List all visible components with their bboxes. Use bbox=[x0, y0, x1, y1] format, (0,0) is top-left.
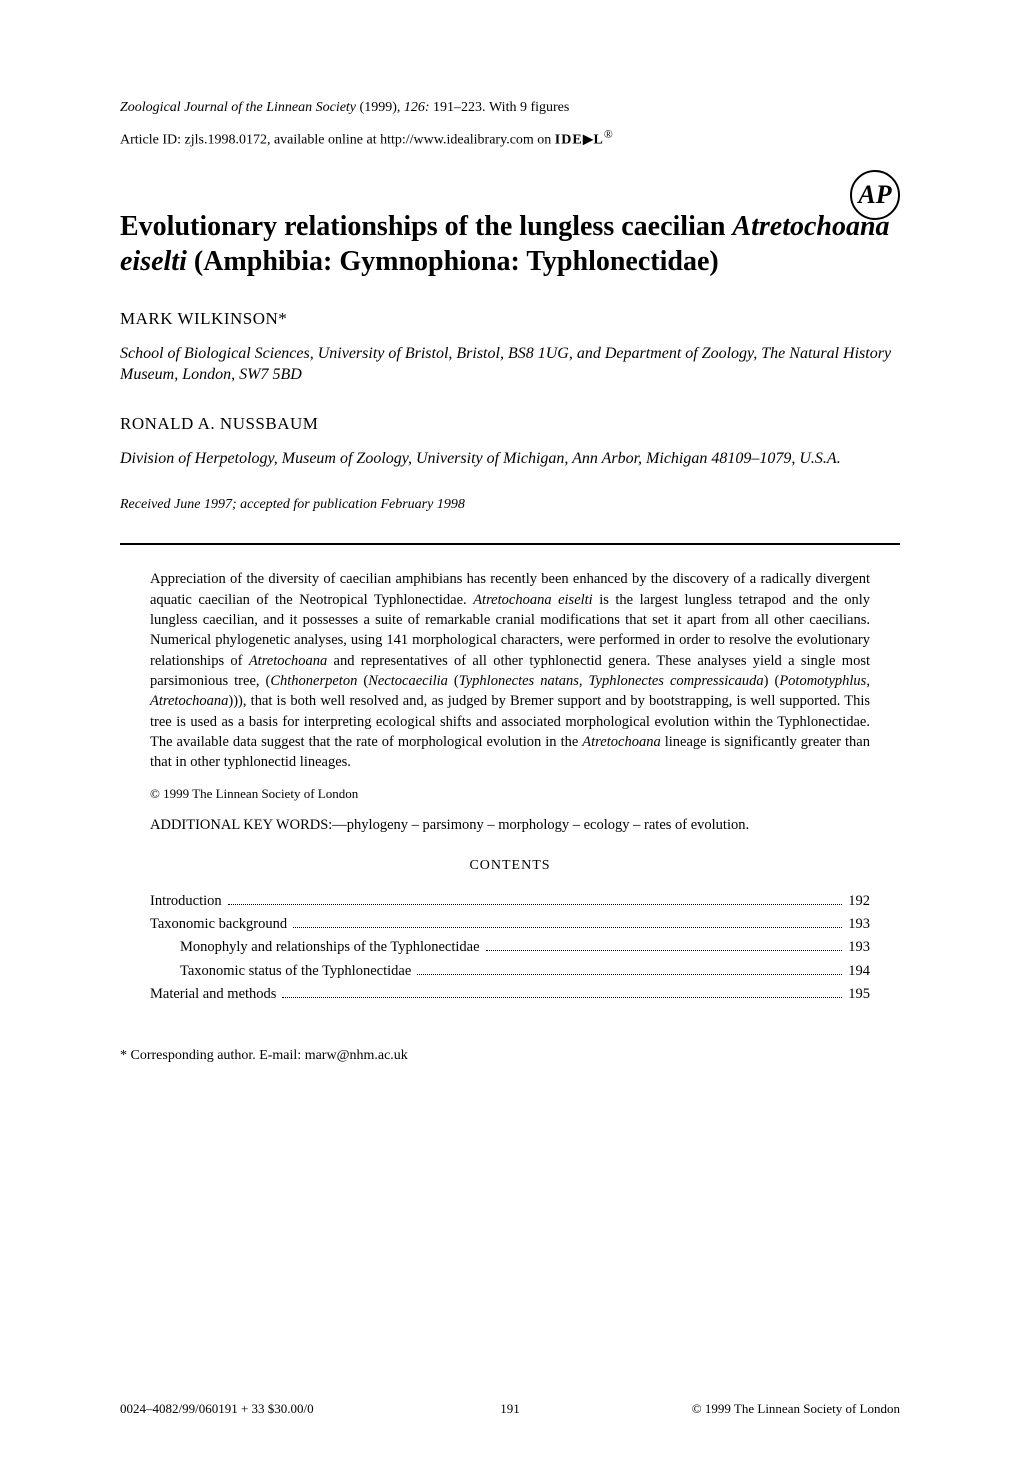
author-2-name: RONALD A. NUSSBAUM bbox=[120, 414, 900, 434]
journal-header: Zoological Journal of the Linnean Societ… bbox=[120, 100, 900, 116]
ideal-logo-text: IDE bbox=[555, 133, 583, 148]
footer-left: 0024–4082/99/060191 + 33 $30.00/0 bbox=[120, 1401, 314, 1417]
page-number: 191 bbox=[500, 1401, 520, 1417]
abstract-s7: Potomotyphlus bbox=[779, 673, 866, 689]
journal-figs: With 9 figures bbox=[489, 100, 569, 115]
abstract-t6: , bbox=[579, 673, 589, 689]
toc-page: 194 bbox=[848, 960, 870, 983]
author-1-name: MARK WILKINSON* bbox=[120, 309, 900, 329]
toc-page: 195 bbox=[848, 983, 870, 1006]
toc-page: 193 bbox=[848, 913, 870, 936]
toc-dots bbox=[293, 927, 842, 928]
abstract-s2: Atretochoana bbox=[249, 653, 327, 669]
toc-row: Taxonomic background 193 bbox=[150, 913, 870, 936]
article-id-line: Article ID: zjls.1998.0172, available on… bbox=[120, 128, 900, 149]
author-1-affiliation: School of Biological Sciences, Universit… bbox=[120, 343, 900, 386]
registered-mark: ® bbox=[604, 128, 613, 141]
abstract: Appreciation of the diversity of caecili… bbox=[120, 569, 900, 772]
abstract-t4: ( bbox=[357, 673, 368, 689]
journal-volume: 126: bbox=[404, 100, 430, 115]
toc-row: Material and methods 195 bbox=[150, 983, 870, 1006]
horizontal-rule bbox=[120, 543, 900, 545]
toc-dots bbox=[417, 974, 842, 975]
journal-name: Zoological Journal of the Linnean Societ… bbox=[120, 100, 356, 115]
page-footer: 0024–4082/99/060191 + 33 $30.00/0 191 © … bbox=[120, 1401, 900, 1417]
title-part1: Evolutionary relationships of the lungle… bbox=[120, 211, 732, 242]
toc-page: 192 bbox=[848, 890, 870, 913]
toc-dots bbox=[228, 904, 843, 905]
toc-row: Monophyly and relationships of the Typhl… bbox=[150, 936, 870, 959]
abstract-s4: Nectocaecilia bbox=[368, 673, 448, 689]
journal-year: (1999), bbox=[360, 100, 401, 115]
toc-label: Introduction bbox=[150, 890, 222, 913]
abstract-s3: Chthonerpeton bbox=[270, 673, 357, 689]
title-part2: (Amphibia: Gymnophiona: Typhlonectidae) bbox=[187, 246, 719, 277]
abstract-t7: ) ( bbox=[764, 673, 780, 689]
received-line: Received June 1997; accepted for publica… bbox=[120, 497, 900, 513]
abstract-copyright: © 1999 The Linnean Society of London bbox=[120, 786, 900, 802]
toc-label: Taxonomic background bbox=[150, 913, 287, 936]
abstract-s6: Typhlonectes compressicauda bbox=[589, 673, 764, 689]
abstract-t8: , bbox=[866, 673, 870, 689]
article-title: Evolutionary relationships of the lungle… bbox=[120, 209, 900, 279]
abstract-s5: Typhlonectes natans bbox=[459, 673, 579, 689]
footer-right: © 1999 The Linnean Society of London bbox=[692, 1401, 900, 1417]
toc-row: Introduction 192 bbox=[150, 890, 870, 913]
abstract-s8: Atretochoana bbox=[150, 693, 228, 709]
toc-page: 193 bbox=[848, 936, 870, 959]
ideal-logo-l: L bbox=[593, 133, 603, 148]
abstract-s1: Atretochoana eiselti bbox=[473, 592, 593, 608]
toc-label: Monophyly and relationships of the Typhl… bbox=[150, 936, 480, 959]
ideal-logo-arrow: ▶ bbox=[583, 133, 594, 148]
toc-label: Material and methods bbox=[150, 983, 276, 1006]
author-2-affiliation: Division of Herpetology, Museum of Zoolo… bbox=[120, 448, 900, 470]
contents-heading: CONTENTS bbox=[120, 858, 900, 874]
table-of-contents: Introduction 192 Taxonomic background 19… bbox=[120, 890, 900, 1006]
journal-pages: 191–223. bbox=[433, 100, 486, 115]
toc-dots bbox=[282, 997, 842, 998]
abstract-t5: ( bbox=[448, 673, 459, 689]
toc-label: Taxonomic status of the Typhlonectidae bbox=[150, 960, 411, 983]
ap-logo-text: AP bbox=[858, 180, 891, 210]
ap-logo: AP bbox=[850, 170, 900, 220]
keywords: ADDITIONAL KEY WORDS:—phylogeny – parsim… bbox=[120, 816, 900, 836]
toc-dots bbox=[486, 950, 843, 951]
corresponding-author-footnote: * Corresponding author. E-mail: marw@nhm… bbox=[120, 1048, 900, 1064]
article-id-text: Article ID: zjls.1998.0172, available on… bbox=[120, 133, 551, 148]
toc-row: Taxonomic status of the Typhlonectidae 1… bbox=[150, 960, 870, 983]
abstract-s9: Atretochoana bbox=[582, 734, 660, 750]
